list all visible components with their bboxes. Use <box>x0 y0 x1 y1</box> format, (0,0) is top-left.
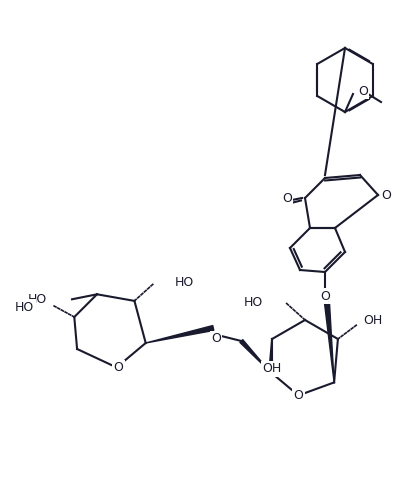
Text: O: O <box>293 389 303 402</box>
Text: O: O <box>281 191 291 204</box>
Text: O: O <box>357 84 367 98</box>
Polygon shape <box>239 340 269 371</box>
Text: HO: HO <box>15 300 34 313</box>
Text: HO: HO <box>28 293 47 306</box>
Text: HO: HO <box>174 276 193 289</box>
Text: O: O <box>113 361 123 374</box>
Text: O: O <box>211 332 221 346</box>
Text: HO: HO <box>243 296 262 308</box>
Text: O: O <box>319 290 329 302</box>
Polygon shape <box>145 326 213 343</box>
Text: O: O <box>380 189 390 201</box>
Text: OH: OH <box>362 315 382 327</box>
Text: OH: OH <box>262 362 281 376</box>
Polygon shape <box>324 303 333 382</box>
